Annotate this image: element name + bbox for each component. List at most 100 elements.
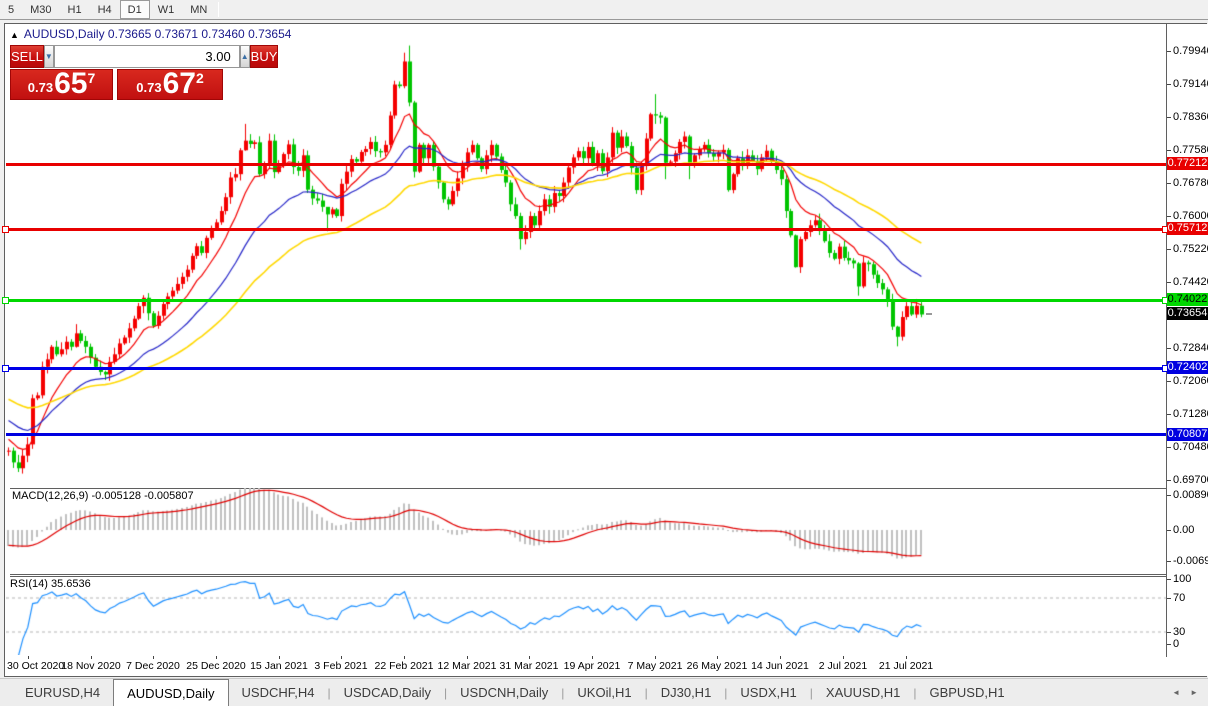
tab-separator: |: [809, 685, 813, 700]
tab-usdchf-h4[interactable]: USDCHF,H4: [241, 685, 315, 700]
date-tick-mark: [592, 656, 593, 659]
price-badge-074022: 0.74022: [1167, 293, 1208, 306]
date-label: 18 Nov 2020: [61, 660, 121, 672]
indicator-axis-label: 70: [1166, 592, 1186, 604]
current-price-marker: [926, 313, 932, 315]
timeframe-button-h1[interactable]: H1: [67, 3, 82, 16]
horizontal-line-072402[interactable]: [2, 365, 1169, 372]
buy-price-prefix: 0.73: [136, 80, 162, 95]
timeframe-toolbar: 5 M30 H1 H4 D1 W1 MN: [0, 0, 1208, 20]
timeframe-button-h4[interactable]: H4: [97, 3, 112, 16]
indicator-axis-label: 0.00: [1166, 524, 1195, 536]
tab-separator: |: [724, 685, 728, 700]
date-tick-mark: [28, 656, 29, 659]
buy-price-big-digits: 67: [162, 67, 196, 100]
sell-price-display[interactable]: 0.73 65 7: [10, 69, 113, 100]
line-handle-left[interactable]: [2, 297, 9, 304]
price-badge-073654: 0.73654: [1167, 307, 1208, 320]
line-handle-left[interactable]: [2, 226, 9, 233]
indicator-axis-label: 100: [1166, 573, 1192, 585]
volume-input[interactable]: [53, 45, 240, 68]
collapse-chart-icon[interactable]: ▲: [10, 30, 19, 40]
volume-increase-button[interactable]: ▲: [239, 45, 250, 68]
date-label: 7 Dec 2020: [126, 660, 180, 672]
date-axis[interactable]: 30 Oct 2020 18 Nov 2020 7 Dec 2020 25 Dec 2…: [5, 656, 1166, 676]
price-badge-072402: 0.72402: [1167, 361, 1208, 374]
tab-scroll-left-icon[interactable]: ◄: [1172, 688, 1181, 697]
date-tick-mark: [404, 656, 405, 659]
tab-xauusd-h1[interactable]: XAUUSD,H1: [825, 685, 901, 700]
tab-scroll-right-icon[interactable]: ►: [1190, 688, 1198, 697]
tab-usdcnh-daily[interactable]: USDCNH,Daily: [460, 685, 549, 700]
date-tick-mark: [467, 656, 468, 659]
price-chart-canvas[interactable]: [6, 25, 1166, 487]
rsi-label: RSI(14) 35.6536: [10, 578, 91, 590]
tab-usdcad-daily[interactable]: USDCAD,Daily: [343, 685, 432, 700]
rsi-separator-top[interactable]: [10, 574, 1171, 575]
date-label: 2 Jul 2021: [818, 660, 868, 672]
tab-ukoil-h1[interactable]: UKOil,H1: [577, 685, 632, 700]
date-label: 26 May 2021: [686, 660, 748, 672]
horizontal-line-070807[interactable]: [6, 433, 1166, 436]
sell-button[interactable]: SELL: [10, 45, 44, 68]
date-label: 21 Jul 2021: [878, 660, 934, 672]
tab-dj30-h1[interactable]: DJ30,H1: [660, 685, 712, 700]
volume-decrease-button[interactable]: ▼: [43, 45, 54, 68]
date-label: 3 Feb 2021: [314, 660, 368, 672]
line-handle-left[interactable]: [2, 365, 9, 372]
date-label: 19 Apr 2021: [563, 660, 621, 672]
spinner-up-icon: ▲: [240, 52, 249, 61]
horizontal-line-077212[interactable]: [6, 163, 1166, 166]
timeframe-button-mn[interactable]: MN: [190, 3, 208, 16]
date-tick-mark: [780, 656, 781, 659]
buy-price-pip-digit: 2: [195, 70, 204, 86]
macd-panel-canvas[interactable]: [6, 488, 1166, 573]
chart-title: ▲ AUDUSD,Daily 0.73665 0.73671 0.73460 0.…: [10, 27, 291, 41]
indicator-axis-label: 0.008903: [1167, 489, 1208, 501]
date-tick-mark: [906, 656, 907, 659]
date-label: 14 Jun 2021: [751, 660, 809, 672]
date-tick-mark: [843, 656, 844, 659]
tab-gbpusd-h1[interactable]: GBPUSD,H1: [929, 685, 1005, 700]
buy-price-display[interactable]: 0.73 67 2: [117, 69, 223, 100]
tab-separator: |: [644, 685, 648, 700]
price-axis-border: [1166, 24, 1167, 656]
chart-tab-bar: EURUSD,H4 AUDUSD,Daily USDCHF,H4 | USDCAD,Da…: [0, 678, 1208, 706]
horizontal-line-074022[interactable]: [2, 297, 1169, 304]
tab-eurusd-h4[interactable]: EURUSD,H4: [25, 685, 101, 700]
toolbar-separator: [218, 2, 220, 17]
timeframe-button-5[interactable]: 5: [8, 3, 15, 16]
date-tick-mark: [341, 656, 342, 659]
tab-separator: |: [444, 685, 448, 700]
timeframe-button-w1[interactable]: W1: [157, 3, 175, 16]
timeframe-button-m30[interactable]: M30: [30, 3, 52, 16]
buy-button[interactable]: BUY: [249, 45, 279, 68]
tab-usdx-h1[interactable]: USDX,H1: [740, 685, 797, 700]
date-label: 30 Oct 2020: [7, 660, 65, 672]
price-badge-077212: 0.77212: [1167, 157, 1208, 170]
spinner-down-icon: ▼: [44, 52, 53, 61]
horizontal-line-075712[interactable]: [2, 226, 1169, 233]
price-badge-075712: 0.75712: [1167, 222, 1208, 235]
sell-price-big-digits: 65: [54, 67, 88, 100]
indicator-axis-label: -0.006977: [1167, 555, 1208, 567]
rsi-panel-canvas[interactable]: [6, 576, 1166, 655]
date-tick-mark: [529, 656, 530, 659]
timeframe-button-d1[interactable]: D1: [119, 0, 150, 19]
macd-label: MACD(12,26,9) -0.005128 -0.005807: [12, 490, 194, 502]
tab-audusd-daily[interactable]: AUDUSD,Daily: [113, 679, 229, 706]
